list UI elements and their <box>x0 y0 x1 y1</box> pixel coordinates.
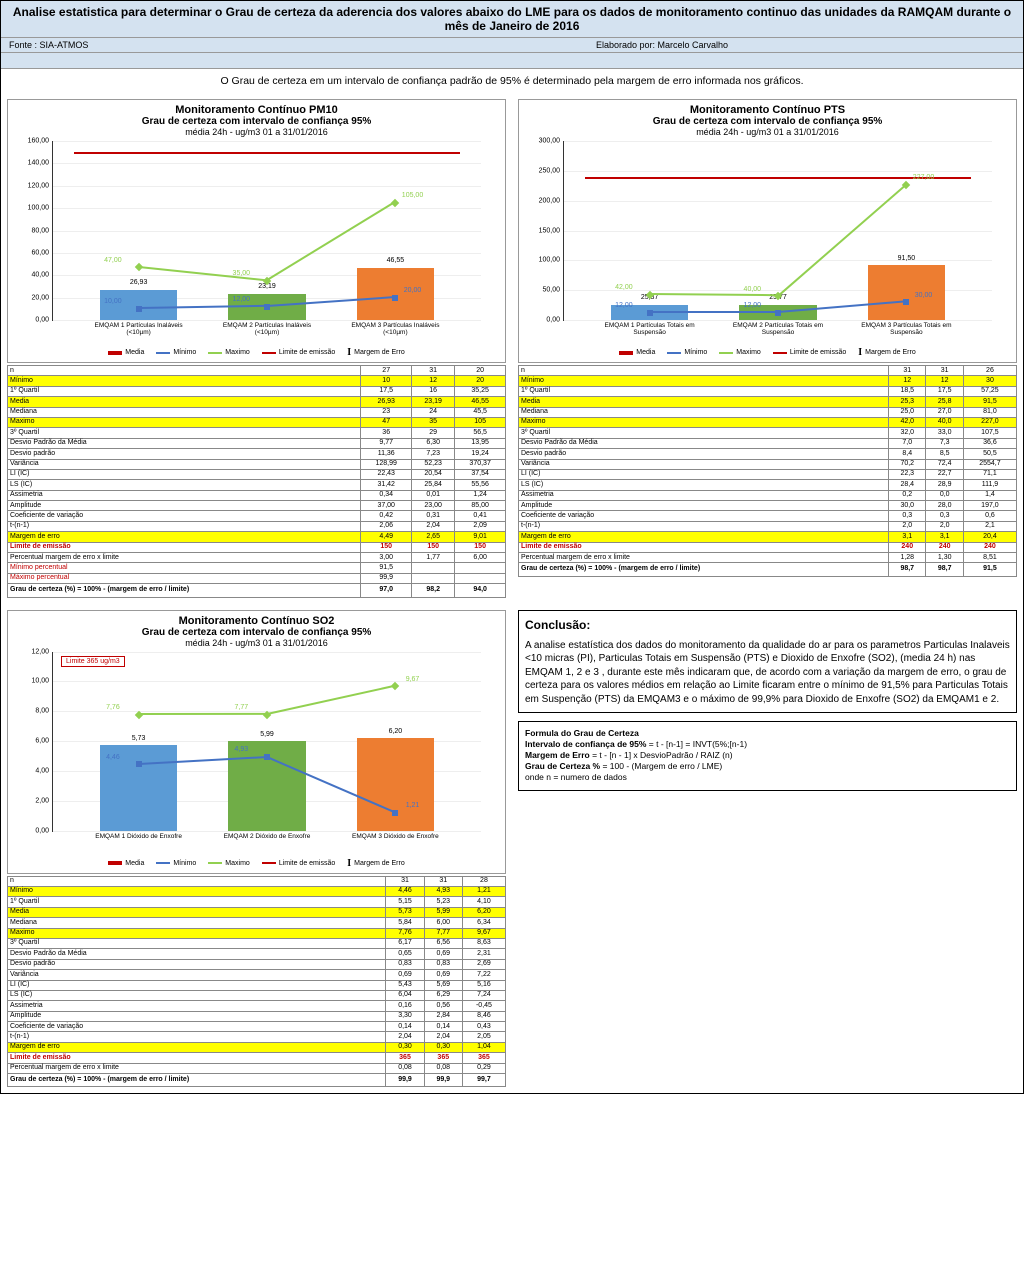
chart-sub: Grau de certeza com intervalo de confian… <box>12 627 501 638</box>
chart-sub2: média 24h - ug/m3 01 a 31/01/2016 <box>12 638 501 648</box>
panels-grid: Monitoramento Contínuo PM10Grau de certe… <box>1 93 1023 1093</box>
bar <box>868 265 945 320</box>
chart-title: Monitoramento Contínuo PTS <box>523 104 1012 116</box>
x-label: EMQAM 2 Dióxido de Enxofre <box>217 833 317 840</box>
stat-table: n273120Mínimo1012201º Quartil17,51635,25… <box>7 365 506 598</box>
x-label: EMQAM 3 Partículas Totais em Suspensão <box>856 322 956 336</box>
conclusion-text: A analise estatística dos dados do monit… <box>525 639 1010 707</box>
panel-so2: Monitoramento Contínuo SO2Grau de certez… <box>1 604 512 1094</box>
stat-table: n313128Mínimo4,464,931,211º Quartil5,155… <box>7 876 506 1088</box>
legend: MediaMínimoMaximoLimite de emissãoI Marg… <box>12 858 501 869</box>
chart-sub2: média 24h - ug/m3 01 a 31/01/2016 <box>523 127 1012 137</box>
page: Analise estatistica para determinar o Gr… <box>0 0 1024 1094</box>
formula-l5: onde n = numero de dados <box>525 772 627 782</box>
panel-pts: Monitoramento Contínuo PTSGrau de certez… <box>512 93 1023 604</box>
chart-sub: Grau de certeza com intervalo de confian… <box>523 116 1012 127</box>
formula-l3: = t - [n - 1] x DesvioPadrão / RAIZ (n) <box>590 750 733 760</box>
formula-l2: = t - [n-1] = INVT(5%;[n-1) <box>646 739 747 749</box>
limit-badge: Limite 365 ug/m3 <box>61 656 125 667</box>
conclusion-box: Conclusão: A analise estatística dos dad… <box>518 610 1017 714</box>
bar <box>357 738 434 830</box>
chart-area: 0,0050,00100,00150,00200,00250,00300,002… <box>563 141 992 321</box>
page-title: Analise estatistica para determinar o Gr… <box>1 1 1023 38</box>
chart-area: 0,0020,0040,0060,0080,00100,00120,00140,… <box>52 141 481 321</box>
chart-title: Monitoramento Contínuo SO2 <box>12 615 501 627</box>
legend: MediaMínimoMaximoLimite de emissãoI Marg… <box>12 347 501 358</box>
conclusion-title: Conclusão: <box>525 617 1010 633</box>
formula-l1: Formula do Grau de Certeza <box>525 728 639 738</box>
panel-pm10: Monitoramento Contínuo PM10Grau de certe… <box>1 93 512 604</box>
x-label: EMQAM 3 Partículas Inaláveis (<10µm) <box>345 322 445 336</box>
stat-table: n313126Mínimo1212301º Quartil18,517,557,… <box>518 365 1017 577</box>
formula-box: Formula do Grau de Certeza Intervalo de … <box>518 721 1017 790</box>
panel-conclusion: Conclusão: A analise estatística dos dad… <box>512 604 1023 1094</box>
legend: MediaMínimoMaximoLimite de emissãoI Marg… <box>523 347 1012 358</box>
formula-l4-label: Grau de Certeza % <box>525 761 600 771</box>
intro-text: O Grau de certeza em um intervalo de con… <box>1 69 1023 93</box>
x-label: EMQAM 1 Partículas Totais em Suspensão <box>600 322 700 336</box>
author-label: Elaborado por: Marcelo Carvalho <box>309 40 1015 50</box>
chart-area: 0,002,004,006,008,0010,0012,00Limite 365… <box>52 652 481 832</box>
chart-title: Monitoramento Contínuo PM10 <box>12 104 501 116</box>
x-label: EMQAM 2 Partículas Inaláveis (<10µm) <box>217 322 317 336</box>
x-label: EMQAM 2 Partículas Totais em Suspensão <box>728 322 828 336</box>
chart-sub2: média 24h - ug/m3 01 a 31/01/2016 <box>12 127 501 137</box>
formula-l2-label: Intervalo de confiança de 95% <box>525 739 646 749</box>
x-label: EMQAM 1 Dióxido de Enxofre <box>89 833 189 840</box>
x-label: EMQAM 1 Partículas Inaláveis (<10µm) <box>89 322 189 336</box>
source-label: Fonte : SIA-ATMOS <box>9 40 309 50</box>
x-label: EMQAM 3 Dióxido de Enxofre <box>345 833 445 840</box>
formula-l4: = 100 - (Margem de erro / LME) <box>600 761 722 771</box>
formula-l3-label: Margem de Erro <box>525 750 590 760</box>
chart-sub: Grau de certeza com intervalo de confian… <box>12 116 501 127</box>
subtitle-row: Fonte : SIA-ATMOS Elaborado por: Marcelo… <box>1 38 1023 53</box>
separator <box>1 53 1023 69</box>
